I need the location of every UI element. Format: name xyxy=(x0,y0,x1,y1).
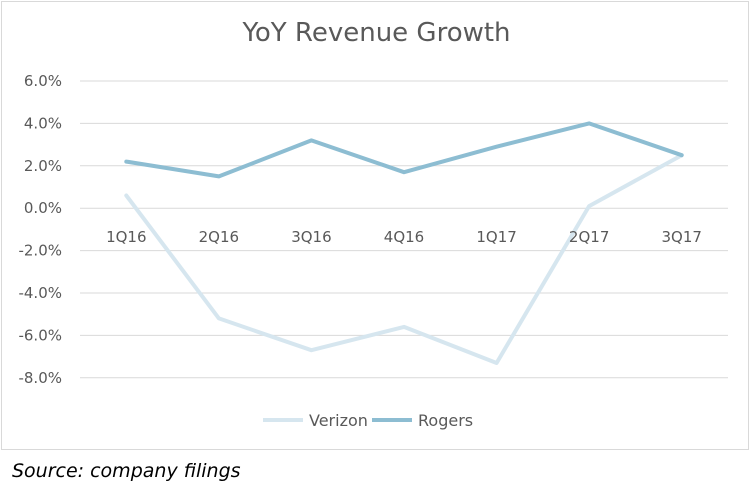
x-tick-label: 2Q17 xyxy=(569,228,609,246)
y-tick-label: 6.0% xyxy=(24,72,62,90)
y-tick-label: -6.0% xyxy=(18,326,62,344)
legend-label-verizon: Verizon xyxy=(309,411,368,430)
x-axis-ticks: 1Q16 2Q16 3Q16 4Q16 1Q17 2Q17 3Q17 xyxy=(106,228,702,246)
y-tick-label: 0.0% xyxy=(24,199,62,217)
y-tick-label: -4.0% xyxy=(18,284,62,302)
x-tick-label: 2Q16 xyxy=(199,228,239,246)
y-tick-label: 2.0% xyxy=(24,157,62,175)
x-tick-label: 3Q16 xyxy=(291,228,331,246)
x-tick-label: 1Q16 xyxy=(106,228,146,246)
series-line-rogers xyxy=(124,121,684,179)
source-note: Source: company filings xyxy=(12,460,241,482)
gridlines xyxy=(80,80,728,379)
chart-title: YoY Revenue Growth xyxy=(242,18,511,48)
x-tick-label: 1Q17 xyxy=(476,228,516,246)
y-tick-label: -2.0% xyxy=(18,242,62,260)
x-tick-label: 4Q16 xyxy=(384,228,424,246)
y-tick-label: -8.0% xyxy=(18,369,62,387)
y-axis-ticks: 6.0% 4.0% 2.0% 0.0% -2.0% -4.0% -6.0% -8.0% xyxy=(18,72,62,387)
series-line-verizon xyxy=(124,153,684,365)
legend: Verizon Rogers xyxy=(263,411,473,430)
x-tick-label: 3Q17 xyxy=(661,228,701,246)
legend-label-rogers: Rogers xyxy=(418,411,473,430)
chart-frame xyxy=(1,1,749,450)
series-lines xyxy=(124,121,684,365)
y-tick-label: 4.0% xyxy=(24,114,62,132)
